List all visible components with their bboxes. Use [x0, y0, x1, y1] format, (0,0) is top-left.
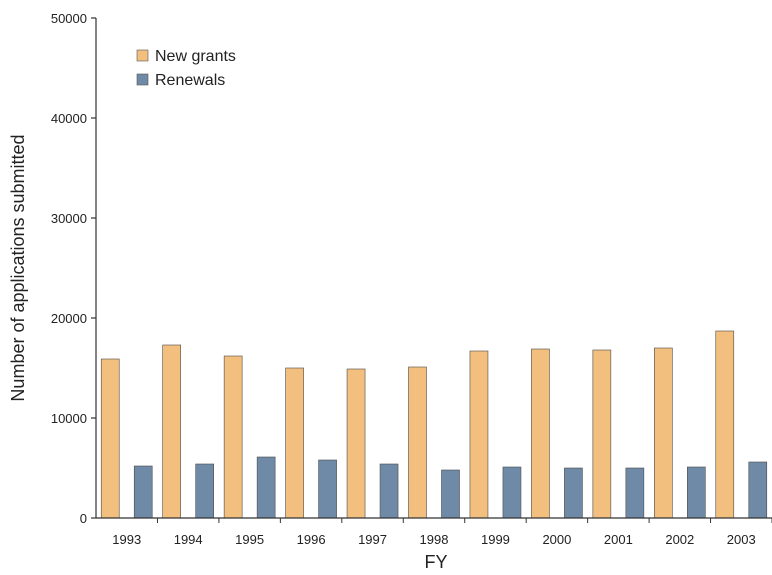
- bar-renewals-1996: [318, 459, 337, 519]
- bar-renewals-2003: [748, 461, 768, 519]
- x-tick-label: 1995: [235, 532, 264, 547]
- bar-renewals-1998: [441, 469, 460, 519]
- y-tick-label: 40000: [51, 111, 87, 126]
- x-tick-label: 2001: [604, 532, 633, 547]
- y-tick-label: 0: [80, 511, 87, 526]
- bar-new-grants-1998: [408, 366, 427, 519]
- y-tick-label: 50000: [51, 11, 87, 26]
- x-tick-label: 1996: [297, 532, 326, 547]
- axes-layer: [95, 18, 772, 519]
- bar-renewals-2002: [687, 466, 706, 519]
- legend: New grants Renewals: [136, 48, 236, 89]
- bar-new-grants-1996: [285, 367, 304, 519]
- x-tick-label: 1998: [420, 532, 449, 547]
- x-tick-label: 1999: [481, 532, 510, 547]
- legend-swatch-new-grants: [136, 49, 149, 62]
- bar-renewals-2001: [625, 467, 645, 519]
- bar-renewals-1997: [379, 463, 399, 519]
- y-tick-label: 30000: [51, 211, 87, 226]
- bar-renewals-1999: [502, 466, 522, 519]
- bar-new-grants-1999: [469, 350, 489, 519]
- bar-renewals-1993: [133, 465, 153, 519]
- bar-new-grants-2000: [531, 348, 550, 519]
- bar-renewals-2000: [564, 467, 583, 519]
- bar-renewals-1994: [195, 463, 214, 519]
- x-tick-label: 2003: [727, 532, 756, 547]
- y-ticks-layer: 0 10000 20000 30000 40000 50000: [51, 11, 96, 526]
- bar-new-grants-2002: [654, 347, 673, 519]
- y-tick-label: 10000: [51, 411, 87, 426]
- bar-new-grants-1994: [162, 344, 181, 519]
- x-tick-label: 2000: [542, 532, 571, 547]
- bars-layer: [100, 330, 768, 519]
- x-axis-title: FY: [424, 552, 447, 572]
- bar-new-grants-1995: [223, 355, 243, 519]
- bar-new-grants-1997: [346, 368, 366, 519]
- x-tick-label: 2002: [665, 532, 694, 547]
- legend-label-renewals: Renewals: [155, 72, 225, 89]
- bar-new-grants-2001: [592, 349, 612, 519]
- bar-new-grants-2003: [715, 330, 735, 519]
- x-tick-label: 1997: [358, 532, 387, 547]
- y-axis-title: Number of applications submitted: [8, 134, 28, 401]
- x-ticks-layer: 1993 1994 1995 1996 1997 1998 1999 2000 2001 2002…: [112, 518, 772, 547]
- legend-label-new-grants: New grants: [155, 48, 236, 65]
- legend-swatch-renewals: [136, 73, 149, 86]
- bar-renewals-1995: [256, 456, 276, 519]
- bar-new-grants-1993: [100, 358, 120, 519]
- y-tick-label: 20000: [51, 311, 87, 326]
- x-tick-label: 1994: [174, 532, 203, 547]
- x-tick-label: 1993: [112, 532, 141, 547]
